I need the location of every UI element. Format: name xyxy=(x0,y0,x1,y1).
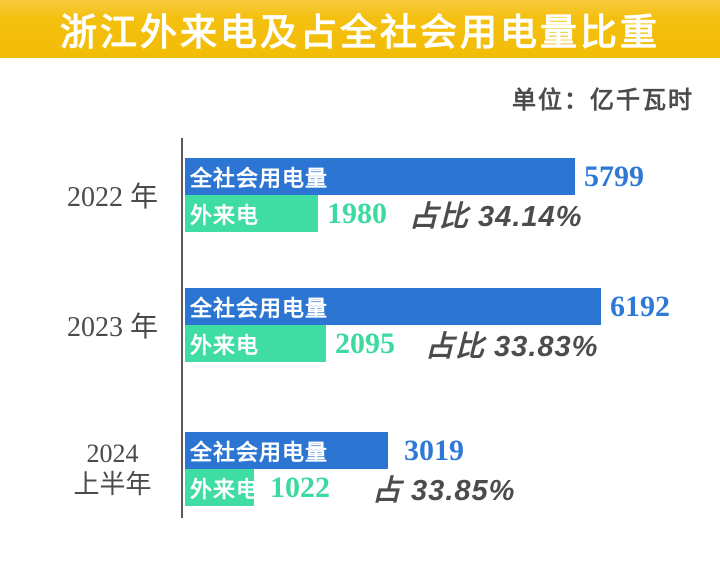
title-banner: 浙江外来电及占全社会用电量比重 xyxy=(0,0,720,58)
total-row: 全社会用电量 5799 xyxy=(185,158,644,195)
external-row: 外来电 1022 占 33.85% xyxy=(185,469,516,507)
year-line2: 上半年 xyxy=(73,470,152,499)
bar-pair: 全社会用电量 5799 外来电 1980 占比 34.14% xyxy=(185,158,644,233)
external-power-bar: 外来电 xyxy=(185,469,258,506)
external-row: 外来电 2095 占比 33.83% xyxy=(185,325,670,363)
bar-pair: 全社会用电量 3019 外来电 1022 占 33.85% xyxy=(185,432,516,507)
year-line1: 2024 xyxy=(86,438,139,468)
total-consumption-bar: 全社会用电量 xyxy=(185,158,575,195)
share-percentage: 占比 33.83% xyxy=(425,330,599,363)
total-consumption-bar: 全社会用电量 xyxy=(185,432,388,469)
share-percentage: 占比 34.14% xyxy=(409,200,583,233)
year-label-2024-h1: 2024 上半年 xyxy=(0,432,185,506)
total-value: 6192 xyxy=(610,289,670,323)
external-bar-label: 外来电 xyxy=(190,202,260,228)
total-value: 5799 xyxy=(584,159,644,193)
external-value: 2095 xyxy=(335,326,395,360)
share-percentage: 占 33.85% xyxy=(372,474,516,507)
external-value: 1022 xyxy=(270,470,330,504)
total-bar-label: 全社会用电量 xyxy=(190,295,329,321)
year-label-2022: 2022 年 xyxy=(0,158,185,232)
axis-line xyxy=(181,138,183,518)
total-bar-label: 全社会用电量 xyxy=(190,165,329,191)
total-value: 3019 xyxy=(404,433,464,467)
external-value: 1980 xyxy=(327,196,387,230)
year-line1: 2022 年 xyxy=(66,182,158,213)
external-power-bar: 外来电 xyxy=(185,325,326,362)
total-bar-label: 全社会用电量 xyxy=(190,439,329,465)
external-row: 外来电 1980 占比 34.14% xyxy=(185,195,644,233)
external-power-bar: 外来电 xyxy=(185,195,318,232)
total-row: 全社会用电量 6192 xyxy=(185,288,670,325)
external-bar-label: 外来电 xyxy=(190,476,260,502)
external-bar-label: 外来电 xyxy=(190,332,260,358)
page-title: 浙江外来电及占全社会用电量比重 xyxy=(60,12,660,53)
year-group-2022: 2022 年 全社会用电量 5799 外来电 1980 占比 34.14% xyxy=(0,158,644,233)
year-line1: 2023 年 xyxy=(66,312,158,343)
unit-label: 单位：亿千瓦时 xyxy=(512,88,694,114)
year-group-2024-h1: 2024 上半年 全社会用电量 3019 外来电 1022 占 33.85% xyxy=(0,432,516,507)
year-label-2023: 2023 年 xyxy=(0,288,185,362)
total-row: 全社会用电量 3019 xyxy=(185,432,515,469)
total-consumption-bar: 全社会用电量 xyxy=(185,288,601,325)
bar-pair: 全社会用电量 6192 外来电 2095 占比 33.83% xyxy=(185,288,670,363)
year-group-2023: 2023 年 全社会用电量 6192 外来电 2095 占比 33.83% xyxy=(0,288,670,363)
